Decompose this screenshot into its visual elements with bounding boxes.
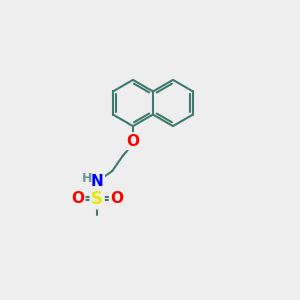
Text: H: H <box>82 172 93 185</box>
Text: O: O <box>127 134 140 148</box>
Text: O: O <box>110 191 123 206</box>
Text: N: N <box>91 174 103 189</box>
Text: S: S <box>91 190 103 208</box>
Text: O: O <box>71 191 84 206</box>
